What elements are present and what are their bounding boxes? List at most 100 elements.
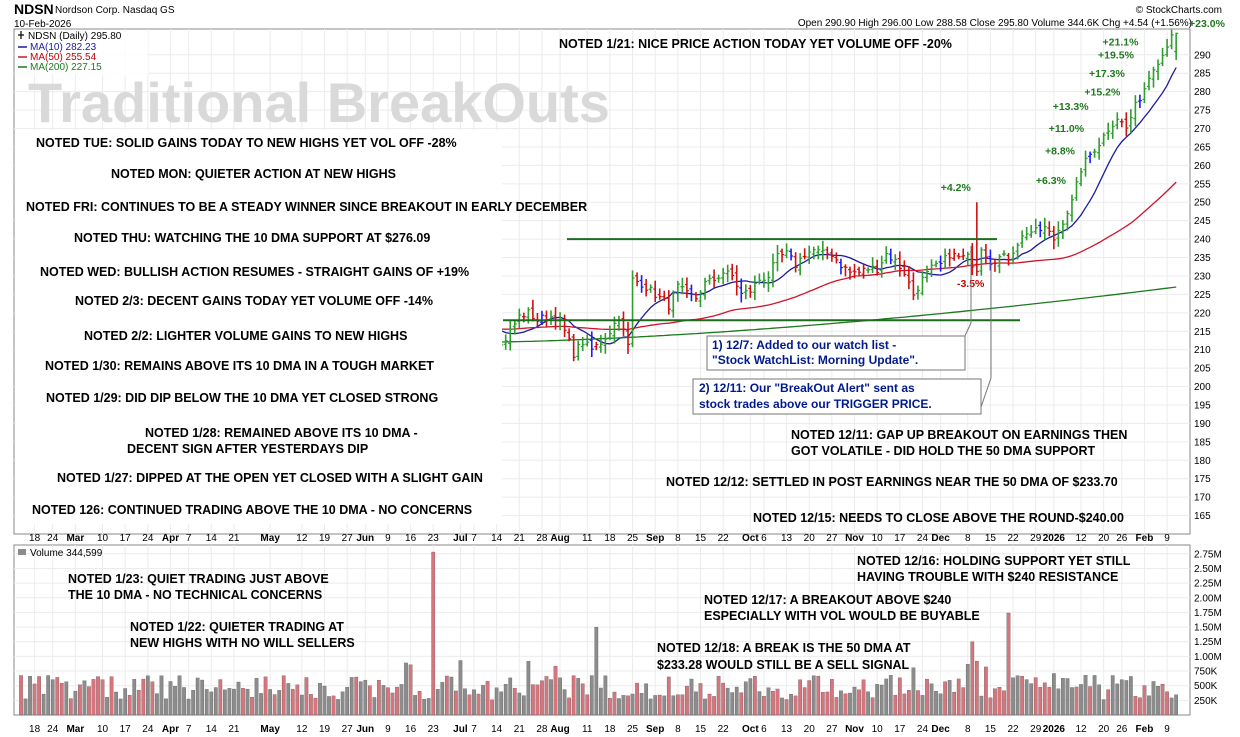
volume-bar <box>1092 675 1097 716</box>
price-tick-label: 290 <box>1194 50 1211 61</box>
volume-bar <box>793 695 798 716</box>
price-bar <box>1110 120 1115 139</box>
volume-bar <box>159 675 164 716</box>
volume-bar <box>218 679 223 716</box>
volume-bar <box>458 660 463 716</box>
volume-bar <box>902 693 907 716</box>
date-tick-label: 10 <box>97 533 109 544</box>
price-tick-label: 260 <box>1194 161 1211 172</box>
volume-bar <box>734 686 739 716</box>
volume-bar <box>1165 691 1169 716</box>
date-tick-label: 27 <box>342 533 354 544</box>
annotation-2-pointer <box>979 377 992 411</box>
price-bar <box>648 284 653 293</box>
volume-bar <box>748 678 753 716</box>
percent-change-label: +6.3% <box>1036 175 1067 187</box>
note-12-18-line2: $233.28 WOULD STILL BE A SELL SIGNAL <box>657 658 909 672</box>
price-bar <box>1011 246 1016 265</box>
volume-bar <box>916 690 920 716</box>
volume-bar <box>404 662 408 716</box>
volume-bar <box>372 697 377 716</box>
price-bar <box>920 271 925 296</box>
volume-bar <box>947 680 952 716</box>
volume-bar <box>657 694 662 716</box>
volume-bar <box>834 697 839 716</box>
price-bar <box>1156 59 1161 81</box>
volume-bar <box>558 677 562 716</box>
volume-bar <box>177 675 182 716</box>
x-axis-price-panel: 18 24 Mar 10 17 24 Apr 7 14 21 May 12 19 27 Jun 9 16 23 Ju… <box>29 533 1170 544</box>
volume-bar <box>19 675 23 716</box>
date-tick-label: 13 <box>781 533 793 544</box>
date-tick-label: Oct <box>742 533 759 544</box>
volume-bar <box>716 675 721 716</box>
volume-bar <box>644 683 648 716</box>
volume-bar <box>1174 694 1178 716</box>
volume-bar <box>571 675 576 716</box>
volume-bar <box>417 691 422 716</box>
note-1-22-line2: NEW HIGHS WITH NO WILL SELLERS <box>130 636 355 650</box>
volume-bar <box>725 687 730 716</box>
volume-bar <box>1133 696 1138 716</box>
price-bar <box>571 333 576 362</box>
volume-bar <box>1151 681 1156 716</box>
volume-bar <box>472 689 476 716</box>
date-tick-label: 11 <box>582 533 593 544</box>
note-wed: NOTED WED: BULLISH ACTION RESUMES - STRA… <box>40 265 469 279</box>
volume-bar <box>956 678 961 716</box>
volume-bar <box>1110 675 1115 716</box>
price-tick-label: 190 <box>1194 419 1211 430</box>
volume-bar <box>281 675 286 716</box>
volume-bar <box>1006 612 1011 716</box>
price-tick-label: 265 <box>1194 142 1211 153</box>
date-tick-label: 22 <box>718 724 730 735</box>
annotation-2-line1: 2) 12/11: Our "BreakOut Alert" sent as <box>699 381 915 395</box>
price-bar <box>965 251 970 266</box>
price-bar <box>879 255 884 278</box>
price-tick-label: 250 <box>1194 198 1211 209</box>
price-bar <box>961 248 966 260</box>
percent-change-label: +4.2% <box>941 182 972 194</box>
date-tick-label: 20 <box>804 724 816 735</box>
price-bar <box>829 248 834 262</box>
note-1-22-line1: NOTED 1/22: QUIETER TRADING AT <box>130 620 344 634</box>
chart-date: 10-Feb-2026 <box>14 19 72 30</box>
source-credit: © StockCharts.com <box>1136 5 1222 16</box>
volume-bar <box>825 691 830 716</box>
date-tick-label: 23 <box>428 533 440 544</box>
volume-bar <box>929 683 934 716</box>
volume-bar <box>1074 686 1079 716</box>
volume-bar <box>422 699 427 716</box>
volume-bar <box>938 693 943 716</box>
date-tick-label: 10 <box>97 724 109 735</box>
volume-bar <box>666 676 671 716</box>
volume-bar <box>46 675 51 716</box>
company-name: Nordson Corp. Nasdaq GS <box>55 5 175 16</box>
price-bar <box>576 340 581 361</box>
price-bar <box>730 263 735 281</box>
volume-bar <box>603 675 608 716</box>
volume-bar <box>23 698 28 716</box>
volume-bar <box>96 676 100 716</box>
volume-bar <box>553 665 558 716</box>
volume-bar <box>549 679 553 716</box>
price-bar <box>1051 225 1056 250</box>
volume-tick-label: 1.00M <box>1194 652 1222 663</box>
volume-bar <box>91 679 96 716</box>
price-bar <box>870 257 875 274</box>
date-tick-label: 17 <box>120 724 132 735</box>
volume-bar <box>426 698 431 716</box>
date-tick-label: 15 <box>695 724 707 735</box>
price-bar <box>1069 194 1074 222</box>
volume-bar <box>349 677 354 716</box>
price-bar <box>956 252 961 260</box>
volume-bar <box>28 676 32 716</box>
volume-bar <box>263 676 268 716</box>
volume-bar <box>191 690 195 716</box>
volume-bar <box>1101 699 1106 716</box>
legend-price: NDSN (Daily) 295.80 <box>28 31 122 42</box>
date-tick-label: 10 <box>872 533 884 544</box>
volume-bar <box>784 699 789 716</box>
volume-bar <box>608 698 612 716</box>
volume-bar <box>109 676 114 716</box>
